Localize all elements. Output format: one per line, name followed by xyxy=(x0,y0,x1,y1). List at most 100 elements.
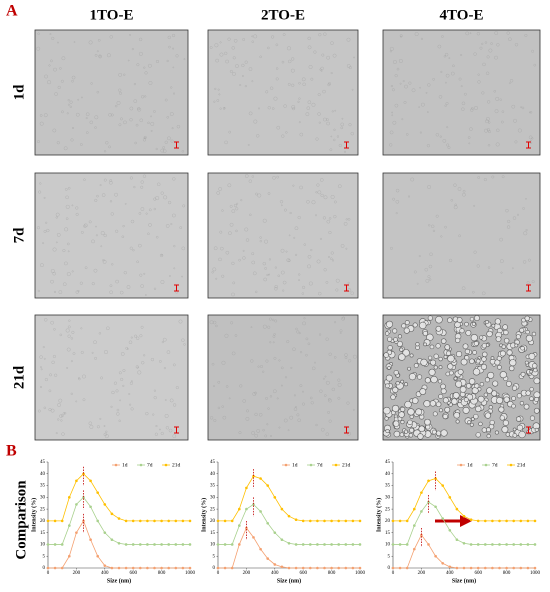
particle xyxy=(404,84,408,89)
data-point xyxy=(491,566,494,570)
particle xyxy=(88,40,93,45)
image-background xyxy=(34,314,189,441)
particle xyxy=(109,35,113,39)
data-point xyxy=(323,543,326,546)
particle xyxy=(443,55,447,58)
particle xyxy=(444,225,447,229)
data-point xyxy=(110,538,114,542)
particle xyxy=(471,107,474,110)
x-tick-label: 1000 xyxy=(530,571,541,576)
particle xyxy=(170,86,173,89)
particle xyxy=(220,246,224,251)
particle xyxy=(467,136,471,139)
particle xyxy=(50,320,54,325)
particle xyxy=(173,92,176,95)
particle xyxy=(245,417,250,421)
data-point xyxy=(75,479,78,483)
particle xyxy=(182,204,186,208)
data-point xyxy=(391,566,395,570)
particle xyxy=(64,261,68,266)
particle xyxy=(465,383,472,389)
particle xyxy=(160,280,165,284)
particle xyxy=(341,117,344,120)
data-point xyxy=(117,517,121,520)
particle xyxy=(62,249,66,253)
particle xyxy=(457,187,462,191)
particle xyxy=(310,401,314,405)
data-point xyxy=(160,519,163,523)
particle xyxy=(165,426,169,430)
data-point xyxy=(53,543,57,546)
particle xyxy=(53,290,57,293)
particle xyxy=(337,382,342,387)
x-tick-label: 0 xyxy=(392,571,395,576)
particle xyxy=(71,330,75,334)
data-point xyxy=(174,566,178,570)
particle xyxy=(398,353,406,361)
data-point xyxy=(252,474,255,478)
particle xyxy=(251,175,255,178)
particle xyxy=(317,93,321,97)
particle xyxy=(528,258,531,262)
particle xyxy=(432,229,436,233)
particle xyxy=(441,35,444,38)
particle xyxy=(257,365,260,368)
data-point xyxy=(344,566,348,570)
data-point xyxy=(316,519,319,523)
data-point xyxy=(476,566,480,570)
data-point xyxy=(309,566,312,570)
particle xyxy=(320,178,324,182)
particle xyxy=(477,395,485,403)
arrow xyxy=(435,515,472,527)
particle xyxy=(391,111,393,114)
particle xyxy=(67,325,71,329)
particle xyxy=(268,258,271,261)
particle xyxy=(485,427,491,433)
particle xyxy=(144,294,147,296)
data-point xyxy=(526,519,530,523)
particle xyxy=(96,50,99,53)
particle xyxy=(473,341,479,347)
particle xyxy=(525,334,533,342)
y-tick-label: 15 xyxy=(385,531,391,536)
particle xyxy=(258,413,263,417)
particle xyxy=(346,37,351,42)
data-point xyxy=(266,521,270,525)
particle xyxy=(512,267,514,270)
particle xyxy=(142,174,147,178)
particle xyxy=(445,81,447,84)
legend-label: 7d xyxy=(317,462,323,468)
data-point xyxy=(462,514,466,518)
particle xyxy=(407,419,413,426)
particle xyxy=(513,118,517,123)
particle xyxy=(90,82,93,85)
legend-label: 21d xyxy=(342,462,351,468)
particle xyxy=(481,427,487,433)
y-tick-label: 0 xyxy=(43,566,46,571)
particle xyxy=(267,46,270,50)
particle xyxy=(411,397,419,404)
particle xyxy=(56,233,61,237)
x-tick-label: 0 xyxy=(47,571,50,576)
particle xyxy=(471,321,476,326)
particle xyxy=(58,290,63,294)
particle xyxy=(45,221,48,224)
particle xyxy=(62,282,67,286)
data-point xyxy=(398,519,402,523)
particle xyxy=(529,415,535,421)
particle xyxy=(331,259,335,262)
particle xyxy=(387,336,393,342)
particle xyxy=(302,321,306,326)
particle xyxy=(153,389,156,392)
particle xyxy=(123,120,127,125)
data-point xyxy=(280,565,284,569)
particle xyxy=(506,31,510,35)
particle xyxy=(273,356,277,360)
particle xyxy=(524,360,529,365)
particle xyxy=(469,316,475,322)
particle xyxy=(91,239,95,244)
particle xyxy=(312,366,316,371)
data-point xyxy=(68,524,71,527)
data-point xyxy=(160,566,163,570)
particle xyxy=(425,278,430,283)
